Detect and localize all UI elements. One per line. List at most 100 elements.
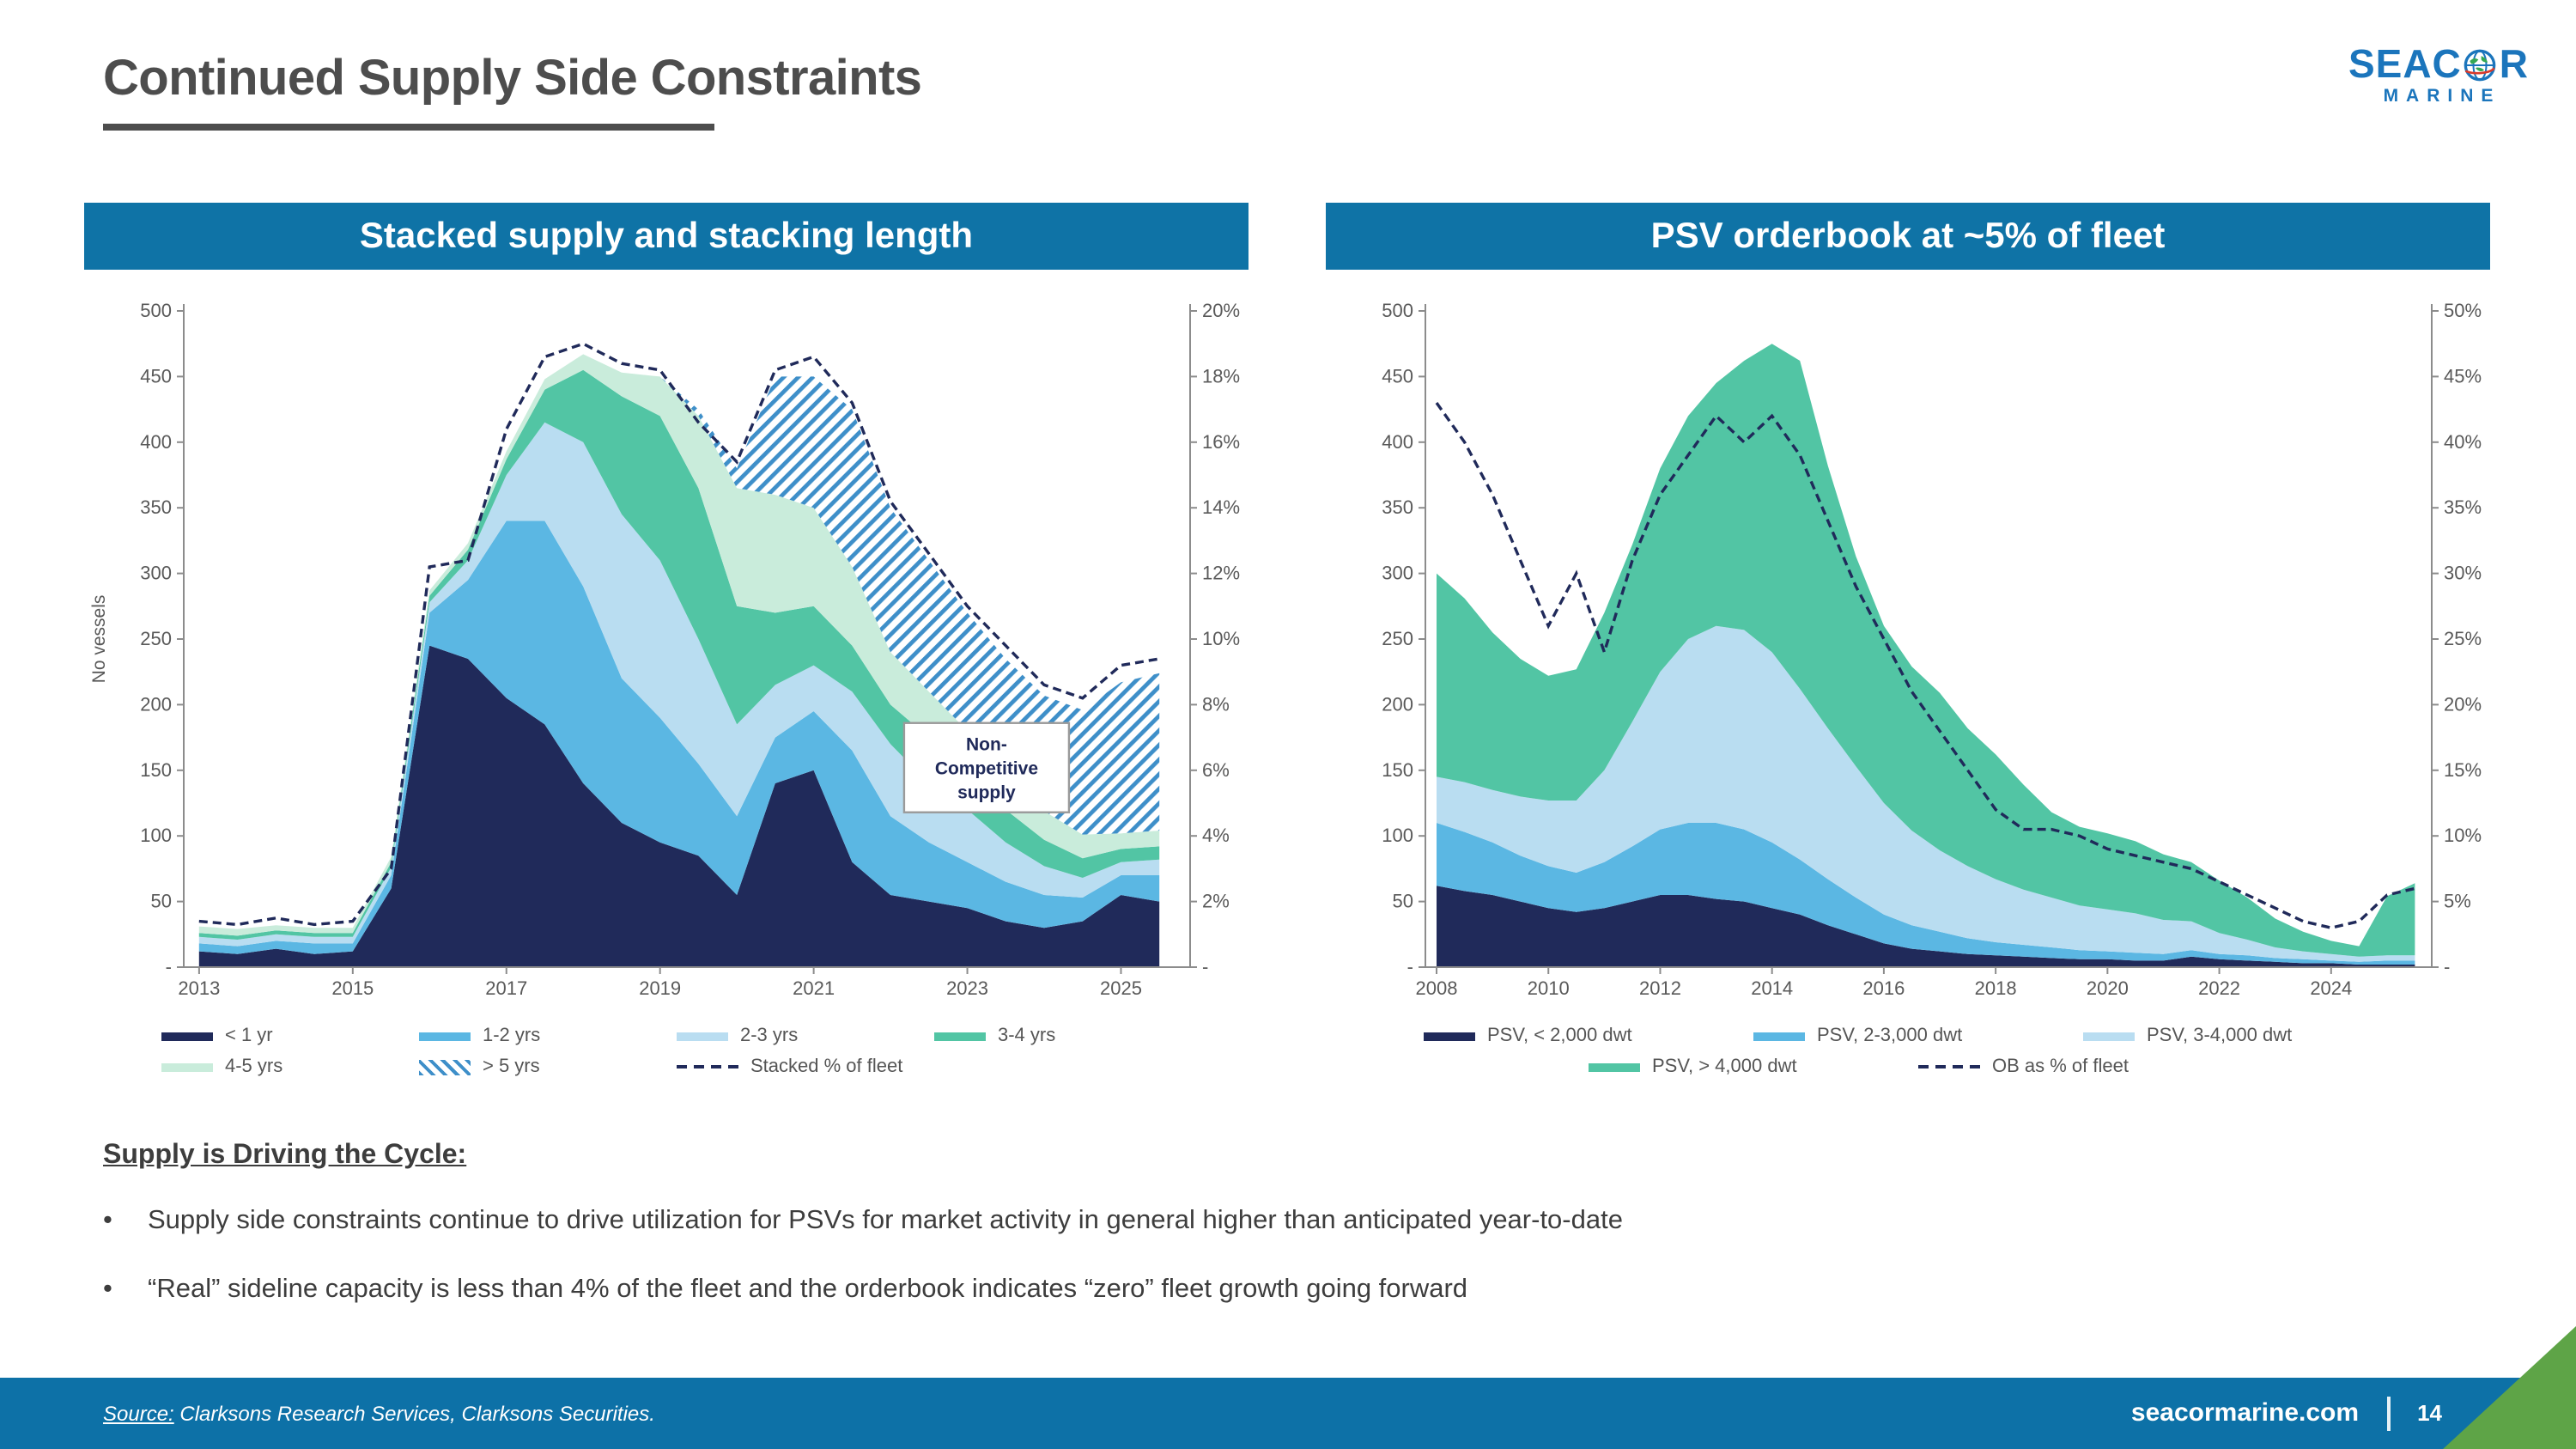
bullet-marker: • xyxy=(103,1206,112,1235)
tick-label: 16% xyxy=(1202,431,1240,453)
tick-label: 2010 xyxy=(1528,977,1570,999)
tick-label: 450 xyxy=(140,365,172,387)
logo-text-marine: MARINE xyxy=(2383,86,2501,107)
tick-label: 20% xyxy=(1202,300,1240,321)
tick-label: 5% xyxy=(2444,891,2471,912)
legend-label: < 1 yr xyxy=(225,1026,273,1046)
area-psv-2-000-dwt xyxy=(1437,886,2415,967)
panel-stacked-supply: Stacked supply and stacking length 500 45… xyxy=(84,203,1269,1087)
legend-swatch-solid xyxy=(161,1062,213,1071)
footer-right: seacormarine.com 14 xyxy=(2131,1396,2442,1430)
corner-accent xyxy=(2442,1325,2576,1449)
legend-item: PSV, 3-4,000 dwt xyxy=(2083,1026,2413,1046)
stacked-supply-legend: < 1 yr 1-2 yrs 2-3 yrs 3-4 yrs 4-5 yrs > 5 yr… xyxy=(84,1026,1269,1077)
annotation-text: Competitive xyxy=(935,759,1038,779)
tick-label: 200 xyxy=(1382,693,1413,715)
legend-label: 3-4 yrs xyxy=(998,1026,1056,1046)
legend-label: PSV, 2-3,000 dwt xyxy=(1817,1026,1963,1046)
website-link[interactable]: seacormarine.com xyxy=(2130,1398,2360,1428)
tick-label: 2008 xyxy=(1416,977,1458,999)
footer-divider xyxy=(2386,1396,2391,1430)
tick-label: 2014 xyxy=(1751,977,1793,999)
tick-label: 2022 xyxy=(2198,977,2240,999)
page-number: 14 xyxy=(2417,1400,2442,1426)
tick-label: 150 xyxy=(1382,759,1413,781)
legend-swatch-hatch xyxy=(419,1059,471,1075)
bullet-marker: • xyxy=(103,1275,112,1304)
source-text: Clarksons Research Services, Clarksons S… xyxy=(173,1401,655,1425)
legend-item: PSV, > 4,000 dwt xyxy=(1589,1056,1918,1077)
legend-label: Stacked % of fleet xyxy=(750,1056,903,1077)
tick-label: 10% xyxy=(1202,628,1240,649)
legend-swatch-solid xyxy=(1589,1062,1640,1071)
page-title: Continued Supply Side Constraints xyxy=(103,52,922,107)
source-label: Source: xyxy=(103,1401,174,1425)
tick-label: 10% xyxy=(2444,825,2482,846)
tick-label: 250 xyxy=(1382,628,1413,649)
tick-label: 450 xyxy=(1382,365,1413,387)
legend-label: 1-2 yrs xyxy=(483,1026,541,1046)
annotation-text: Non- xyxy=(966,735,1007,755)
legend-swatch-dashed xyxy=(1918,1065,1980,1068)
legend-row: PSV, < 2,000 dwt PSV, 2-3,000 dwt PSV, 3-4… xyxy=(1326,1026,2511,1046)
tick-label: 20% xyxy=(2444,693,2482,715)
tick-label: 2012 xyxy=(1639,977,1681,999)
tick-label: 200 xyxy=(140,693,172,715)
legend-item: < 1 yr xyxy=(161,1026,419,1046)
tick-label: 100 xyxy=(1382,825,1413,846)
legend-row: 4-5 yrs > 5 yrs Stacked % of fleet xyxy=(84,1056,1269,1077)
area-psv-3-4-000-dwt xyxy=(1437,625,2415,962)
tick-label: 350 xyxy=(140,496,172,518)
tick-label: 2024 xyxy=(2310,977,2352,999)
legend-item: 4-5 yrs xyxy=(161,1056,419,1077)
pct-line xyxy=(1435,402,2415,929)
tick-label: 500 xyxy=(140,300,172,321)
tick-label: 50 xyxy=(151,891,172,912)
area-2-3-yrs xyxy=(198,422,1160,947)
tick-label: 400 xyxy=(1382,431,1413,453)
tick-label: 2016 xyxy=(1862,977,1905,999)
legend-item: 1-2 yrs xyxy=(419,1026,677,1046)
tick-label: 6% xyxy=(1202,759,1230,781)
tick-label: - xyxy=(1202,956,1208,977)
legend-row: PSV, > 4,000 dwt OB as % of fleet xyxy=(1326,1056,2511,1077)
logo-text-seac: SEAC xyxy=(2348,41,2462,86)
legend-item: 2-3 yrs xyxy=(677,1026,934,1046)
annotation-text: supply xyxy=(957,783,1016,803)
tick-label: 45% xyxy=(2444,365,2482,387)
legend-label: 2-3 yrs xyxy=(740,1026,799,1046)
legend-item: > 5 yrs xyxy=(419,1056,677,1077)
commentary-section: Supply is Driving the Cycle: • Supply si… xyxy=(103,1141,2473,1343)
tick-label: 25% xyxy=(2444,628,2482,649)
tick-label: 12% xyxy=(1202,563,1240,584)
bullet-text-2: “Real” sideline capacity is less than 4%… xyxy=(148,1275,1468,1304)
area-5-yrs xyxy=(198,354,1160,929)
legend-item: PSV, 2-3,000 dwt xyxy=(1753,1026,2083,1046)
chart-header-stacked-supply: Stacked supply and stacking length xyxy=(84,203,1249,270)
legend-label: PSV, 3-4,000 dwt xyxy=(2147,1026,2293,1046)
tick-label: 18% xyxy=(1202,365,1240,387)
legend-swatch-solid xyxy=(1753,1032,1805,1040)
tick-label: 250 xyxy=(140,628,172,649)
tick-label: - xyxy=(166,956,172,977)
legend-item: Stacked % of fleet xyxy=(677,1056,934,1077)
pct-line xyxy=(198,342,1160,927)
tick-label: 500 xyxy=(1382,300,1413,321)
footer-bar: Source: Clarksons Research Services, Cla… xyxy=(0,1377,2576,1449)
legend-swatch-solid xyxy=(419,1032,471,1040)
tick-label: 2018 xyxy=(1975,977,2017,999)
source-note: Source: Clarksons Research Services, Cla… xyxy=(103,1401,655,1425)
tick-label: 50 xyxy=(1393,891,1413,912)
legend-item: OB as % of fleet xyxy=(1918,1056,2248,1077)
y-axis-title: No vessels xyxy=(89,595,109,684)
panel-psv-orderbook: PSV orderbook at ~5% of fleet 500 450 400 3… xyxy=(1326,203,2511,1087)
tick-label: 14% xyxy=(1202,496,1240,518)
tick-label: 15% xyxy=(2444,759,2482,781)
legend-swatch-dashed xyxy=(677,1065,738,1068)
tick-label: 2% xyxy=(1202,891,1230,912)
legend-swatch-solid xyxy=(2083,1032,2135,1040)
legend-item: 3-4 yrs xyxy=(934,1026,1192,1046)
tick-label: 2017 xyxy=(485,977,527,999)
legend-swatch-solid xyxy=(1424,1032,1475,1040)
